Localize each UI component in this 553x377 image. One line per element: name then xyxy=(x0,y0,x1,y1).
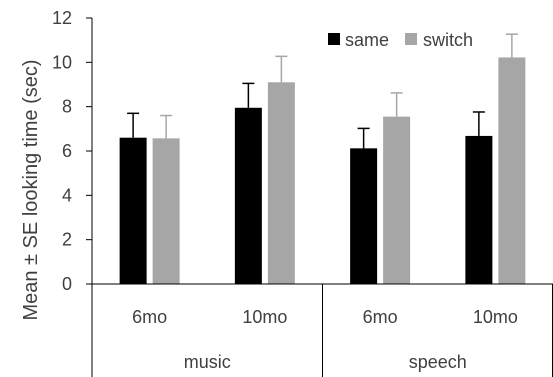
error-bar-switch-2 xyxy=(390,92,403,117)
y-tick-label: 2 xyxy=(62,230,72,250)
error-bar-same-2 xyxy=(357,127,370,149)
error-bar-switch-1 xyxy=(275,55,288,83)
bar-same-3 xyxy=(465,135,493,284)
error-bar-same-0 xyxy=(127,112,140,138)
legend: same switch xyxy=(328,30,473,50)
bar-switch-2 xyxy=(383,116,411,285)
x-tick-label: 6mo xyxy=(363,307,398,327)
error-bar-same-1 xyxy=(242,82,255,108)
bar-switch-1 xyxy=(267,82,295,285)
error-bars xyxy=(127,33,518,149)
y-axis-label: Mean ± SE looking time (sec) xyxy=(20,59,42,320)
x-axis: 6mo 10mo music 6mo 10mo speech xyxy=(91,283,553,377)
legend-label: switch xyxy=(423,30,473,50)
x-tick-label: 10mo xyxy=(242,307,287,327)
x-tick-label: 6mo xyxy=(132,307,167,327)
legend-swatch xyxy=(405,33,417,45)
bar-switch-0 xyxy=(152,138,180,284)
x-group-label: music xyxy=(184,352,231,372)
x-tick-label: 10mo xyxy=(473,307,518,327)
y-tick-label: 6 xyxy=(62,141,72,161)
y-tick-label: 12 xyxy=(52,8,72,28)
bar-same-2 xyxy=(350,148,378,284)
bars xyxy=(119,57,526,285)
legend-swatch xyxy=(328,33,340,45)
x-group-label: speech xyxy=(409,352,467,372)
y-axis: 0 2 4 6 8 10 12 xyxy=(52,8,93,294)
error-bar-same-3 xyxy=(472,111,485,136)
bar-switch-3 xyxy=(498,57,526,284)
legend-item-same: same xyxy=(328,30,389,50)
y-tick-label: 4 xyxy=(62,185,72,205)
bar-same-1 xyxy=(234,107,262,285)
y-tick-label: 8 xyxy=(62,97,72,117)
error-bar-switch-3 xyxy=(505,33,518,58)
legend-item-switch: switch xyxy=(405,30,473,50)
error-bar-switch-0 xyxy=(160,114,173,139)
legend-label: same xyxy=(345,30,389,50)
y-tick-label: 10 xyxy=(52,52,72,72)
bar-same-0 xyxy=(119,137,147,284)
y-tick-label: 0 xyxy=(62,274,72,294)
